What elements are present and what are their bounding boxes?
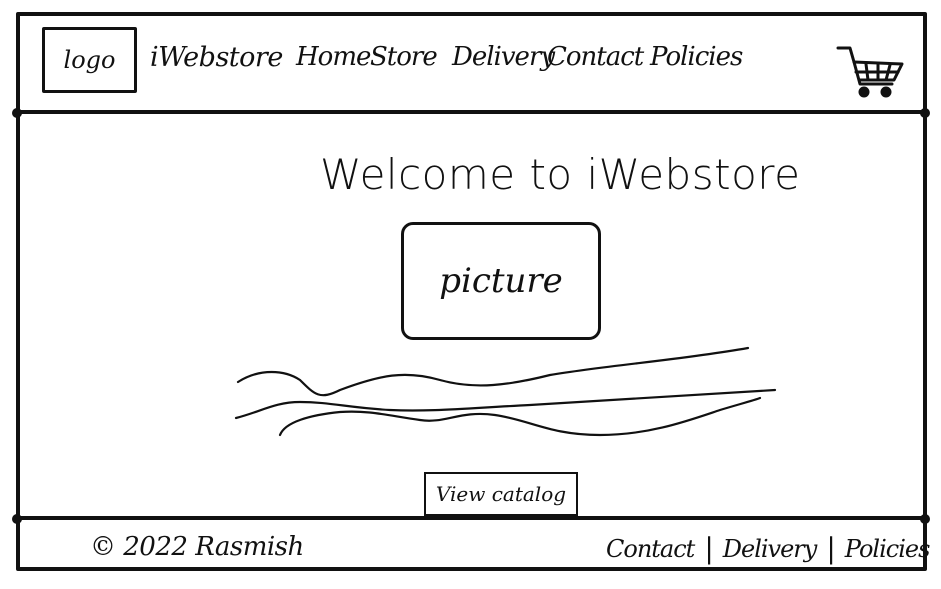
- header-divider: [16, 110, 927, 114]
- corner-dot: [920, 514, 930, 524]
- copyright-text: © 2022 Rasmish: [90, 532, 304, 562]
- footer-link-contact[interactable]: Contact: [606, 534, 695, 563]
- logo[interactable]: logo: [42, 27, 137, 93]
- nav-item-contact[interactable]: Contact: [547, 42, 644, 72]
- welcome-heading: Welcome to iWebstore: [320, 150, 801, 199]
- corner-dot: [12, 514, 22, 524]
- footer-separator: |: [704, 532, 713, 565]
- nav-item-policies[interactable]: Policies: [650, 42, 743, 72]
- footer-divider: [16, 516, 927, 520]
- nav-item-store[interactable]: Store: [370, 42, 438, 72]
- corner-dot: [920, 108, 930, 118]
- footer-links: Contact | Delivery | Policies: [606, 532, 931, 565]
- placeholder-text-lines: [234, 346, 777, 437]
- picture-label: picture: [439, 261, 563, 301]
- nav-item-home[interactable]: Home: [296, 42, 371, 72]
- shopping-cart-icon[interactable]: [836, 44, 906, 100]
- nav-item-delivery[interactable]: Delivery: [452, 42, 555, 72]
- footer-separator: |: [826, 532, 835, 565]
- view-catalog-button[interactable]: View catalog: [424, 472, 578, 516]
- footer-link-delivery[interactable]: Delivery: [722, 534, 818, 563]
- footer-link-policies[interactable]: Policies: [844, 534, 931, 563]
- brand-name[interactable]: iWebstore: [150, 42, 283, 73]
- corner-dot: [12, 108, 22, 118]
- logo-label: logo: [63, 46, 116, 74]
- page-frame: [16, 12, 927, 571]
- hero-picture: picture: [401, 222, 601, 340]
